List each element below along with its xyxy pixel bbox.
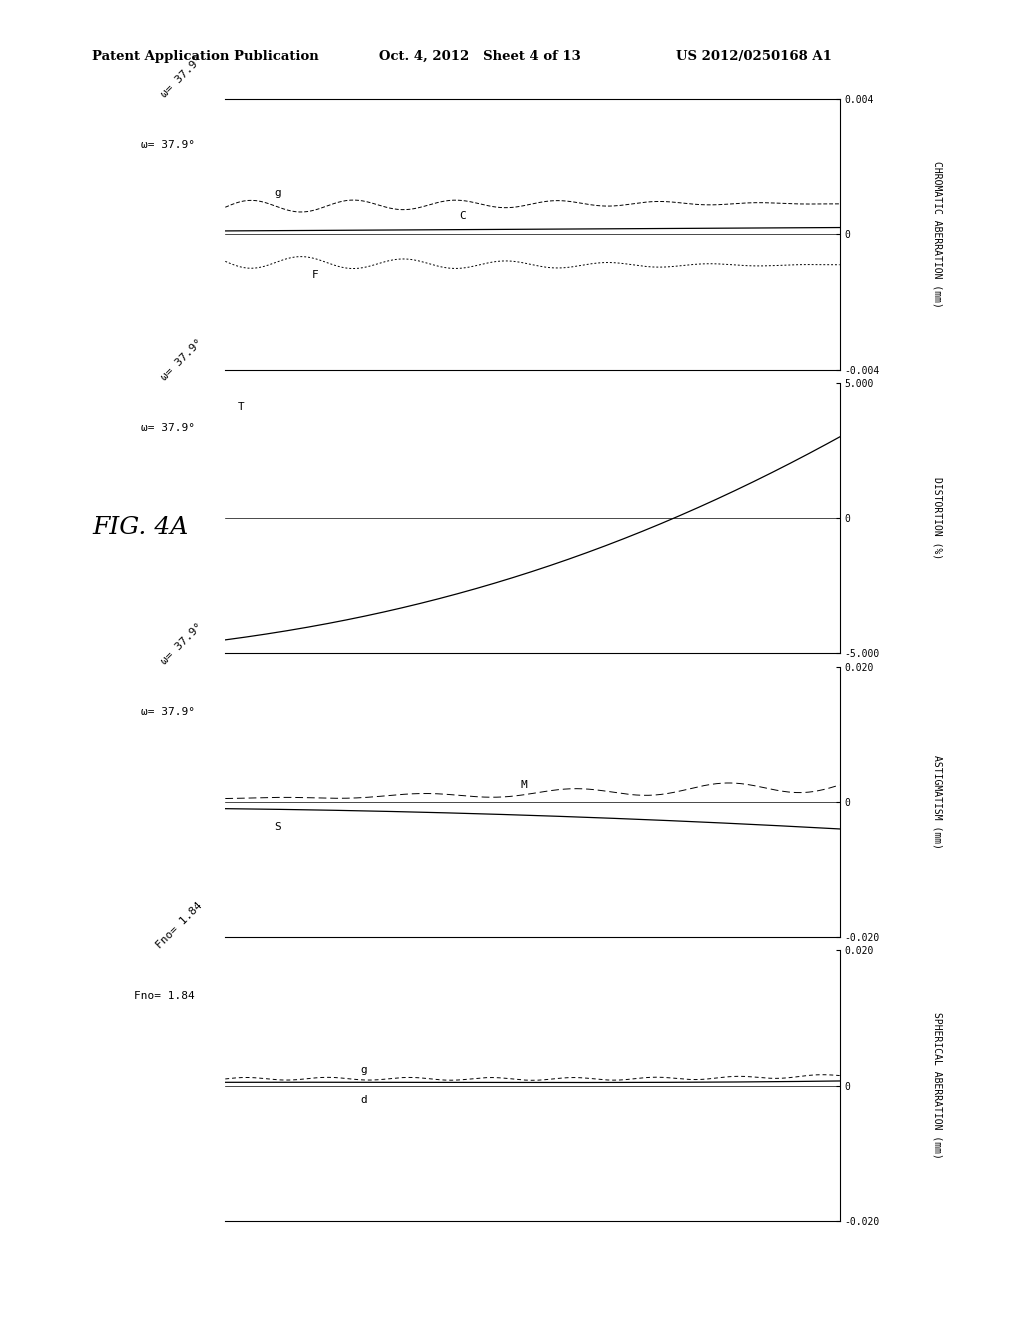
- Text: d: d: [360, 1094, 368, 1105]
- Text: M: M: [520, 780, 527, 791]
- Text: FIG. 4A: FIG. 4A: [92, 516, 188, 540]
- Text: ω= 37.9°: ω= 37.9°: [160, 54, 205, 99]
- Text: g: g: [360, 1065, 368, 1074]
- Text: Oct. 4, 2012   Sheet 4 of 13: Oct. 4, 2012 Sheet 4 of 13: [379, 50, 581, 63]
- Text: ω= 37.9°: ω= 37.9°: [140, 708, 195, 717]
- Text: F: F: [311, 271, 318, 280]
- Text: US 2012/0250168 A1: US 2012/0250168 A1: [676, 50, 831, 63]
- Text: Fno= 1.84: Fno= 1.84: [134, 991, 195, 1001]
- Text: g: g: [274, 187, 282, 198]
- Text: Fno= 1.84: Fno= 1.84: [155, 900, 205, 950]
- Y-axis label: SPHERICAL ABERRATION (mm): SPHERICAL ABERRATION (mm): [932, 1012, 942, 1159]
- Text: ω= 37.9°: ω= 37.9°: [140, 140, 195, 149]
- Y-axis label: CHROMATIC ABERRATION (mm): CHROMATIC ABERRATION (mm): [932, 161, 942, 308]
- Y-axis label: DISTORTION (%): DISTORTION (%): [932, 477, 942, 560]
- Text: ω= 37.9°: ω= 37.9°: [140, 424, 195, 433]
- Text: S: S: [274, 821, 282, 832]
- Text: C: C: [459, 211, 466, 222]
- Y-axis label: ASTIGMATISM (mm): ASTIGMATISM (mm): [932, 755, 942, 849]
- Text: T: T: [238, 401, 245, 412]
- Text: ω= 37.9°: ω= 37.9°: [160, 338, 205, 383]
- Text: ω= 37.9°: ω= 37.9°: [160, 622, 205, 667]
- Text: Patent Application Publication: Patent Application Publication: [92, 50, 318, 63]
